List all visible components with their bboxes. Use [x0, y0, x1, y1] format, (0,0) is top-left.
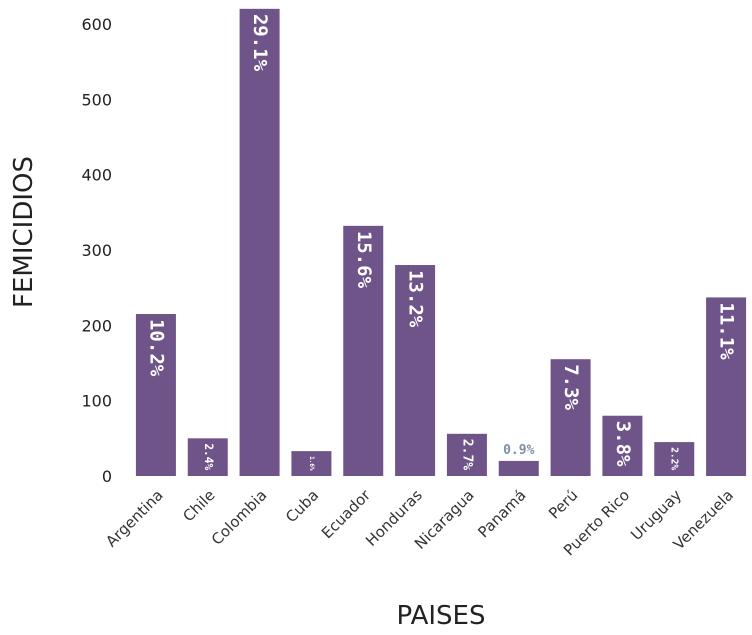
- bar-1: [187, 438, 228, 476]
- y-tick-label: 100: [81, 392, 112, 411]
- x-axis-title: PAISES: [397, 601, 486, 631]
- bar-2: [239, 8, 280, 477]
- data-label: 2.7%: [459, 439, 474, 470]
- y-axis-title: FEMICIDIOS: [9, 156, 39, 308]
- y-tick-label: 0: [102, 467, 112, 486]
- x-tick-label: Cuba: [282, 486, 322, 526]
- y-axis-ticks: 0 100 200 300 400 500 600: [81, 15, 112, 486]
- x-tick-label: Colombia: [208, 486, 271, 549]
- bar-8: [550, 359, 591, 476]
- x-tick-label: Argentina: [102, 486, 166, 550]
- bar-6: [446, 433, 487, 476]
- y-tick-label: 600: [81, 15, 112, 34]
- data-label: 3.8%: [612, 421, 634, 467]
- x-tick-label: Chile: [179, 486, 218, 525]
- bars: [135, 8, 747, 477]
- bar-5: [395, 265, 436, 476]
- x-tick-label: Perú: [545, 486, 581, 522]
- bar-3: [291, 451, 332, 476]
- bar-11: [706, 297, 747, 476]
- data-label: 13.2%: [405, 270, 427, 328]
- data-label: 10.2%: [145, 319, 167, 377]
- data-label: 15.6%: [353, 231, 375, 289]
- data-label: 29.1%: [249, 14, 271, 72]
- data-label: 11.1%: [716, 302, 738, 360]
- bar-10: [654, 442, 695, 476]
- data-label: 1.6%: [308, 456, 315, 471]
- bar-0: [135, 313, 176, 476]
- y-tick-label: 200: [81, 316, 112, 335]
- data-labels: 10.2% 2.4% 29.1% 1.6% 15.6% 13.2% 2.7% 0.9% 7.3%…: [145, 14, 737, 471]
- y-tick-label: 400: [81, 166, 112, 185]
- x-tick-label: Panamá: [474, 486, 529, 541]
- data-label: 7.3%: [560, 364, 582, 410]
- bar-7: [498, 460, 539, 476]
- data-label: 0.9%: [503, 443, 534, 458]
- bar-4: [343, 225, 384, 476]
- y-tick-label: 300: [81, 241, 112, 260]
- data-label: 2.2%: [668, 447, 679, 470]
- bar-9: [602, 415, 643, 476]
- data-label: 2.4%: [202, 443, 215, 470]
- y-tick-label: 500: [81, 90, 112, 109]
